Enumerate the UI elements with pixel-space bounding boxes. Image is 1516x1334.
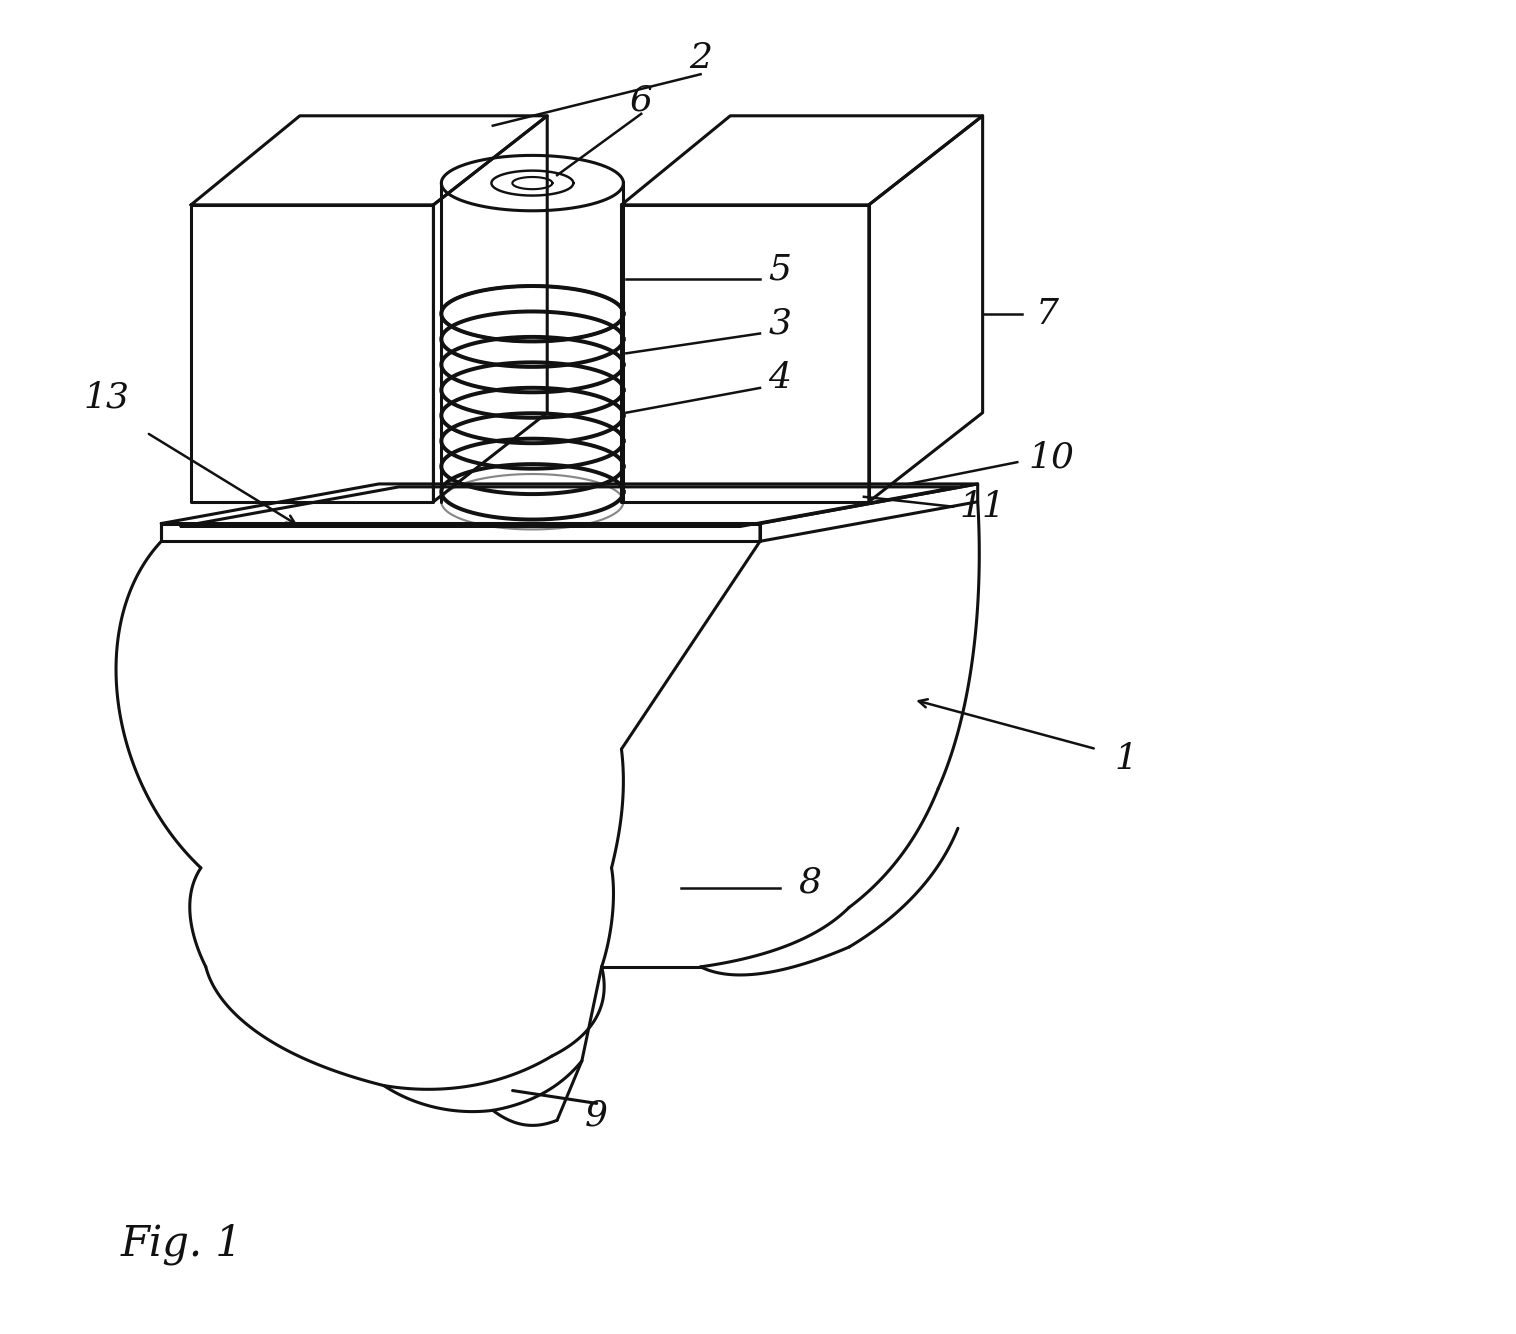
- Text: 3: 3: [769, 307, 791, 340]
- Text: 7: 7: [1035, 296, 1058, 331]
- Text: 2: 2: [690, 41, 713, 76]
- Text: 6: 6: [629, 84, 653, 117]
- Text: 1: 1: [1114, 742, 1137, 776]
- Text: Fig. 1: Fig. 1: [120, 1223, 243, 1265]
- Text: 13: 13: [83, 380, 130, 415]
- Text: 9: 9: [585, 1098, 608, 1133]
- Text: 11: 11: [960, 490, 1005, 524]
- Text: 10: 10: [1029, 440, 1075, 474]
- Text: 5: 5: [769, 252, 791, 287]
- Text: 4: 4: [769, 362, 791, 395]
- Text: 8: 8: [797, 866, 822, 899]
